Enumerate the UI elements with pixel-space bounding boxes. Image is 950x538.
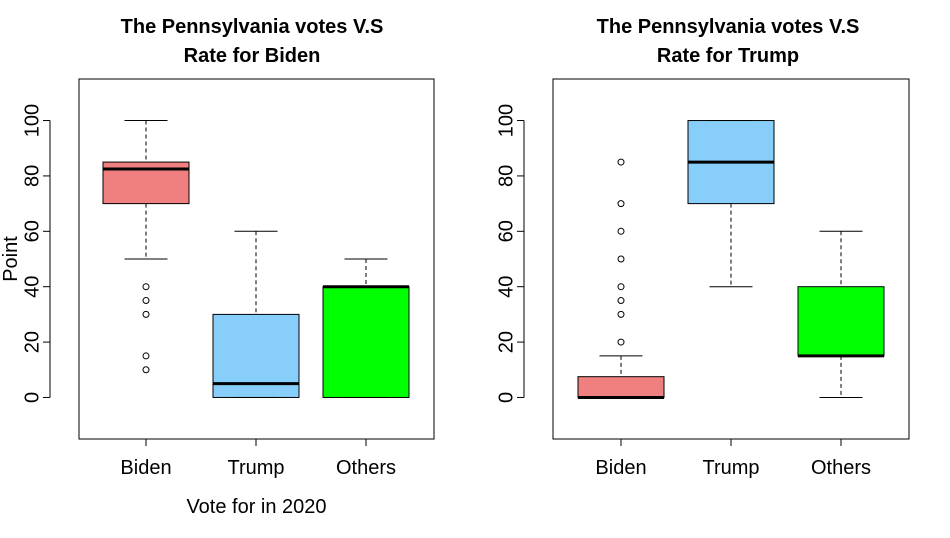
outlier-point <box>617 200 625 208</box>
outlier-point <box>142 283 150 291</box>
y-tick-label: 100 <box>495 104 517 137</box>
outlier-point <box>617 158 625 166</box>
y-tick-label: 20 <box>21 331 43 353</box>
outlier-point <box>617 255 625 263</box>
outlier-point <box>617 297 625 305</box>
box-others <box>797 286 885 357</box>
chart-title-line: Rate for Biden <box>184 45 321 67</box>
x-axis-label: Vote for in 2020 <box>186 496 326 518</box>
chart-title-line: Rate for Trump <box>657 45 799 67</box>
outlier-point <box>617 310 625 318</box>
y-tick-label: 80 <box>495 165 517 187</box>
outlier-point <box>142 310 150 318</box>
box-others <box>322 286 410 398</box>
outlier-point <box>617 338 625 346</box>
y-tick-label: 60 <box>21 220 43 242</box>
y-tick-label: 0 <box>495 392 517 403</box>
outlier-point <box>142 297 150 305</box>
chart-title-line: The Pennsylvania votes V.S <box>121 16 384 38</box>
y-tick-label: 40 <box>21 276 43 298</box>
y-tick-label: 100 <box>21 104 43 137</box>
y-tick-label: 0 <box>21 392 43 403</box>
y-tick-label: 40 <box>495 276 517 298</box>
y-tick-label: 60 <box>495 220 517 242</box>
y-tick-label: 20 <box>495 331 517 353</box>
box-biden <box>577 376 665 398</box>
chart-title-line: The Pennsylvania votes V.S <box>597 16 860 38</box>
x-tick-label: Others <box>811 457 871 479</box>
outlier-point <box>142 366 150 374</box>
x-tick-label: Biden <box>120 457 171 479</box>
x-tick-label: Others <box>336 457 396 479</box>
outlier-point <box>617 227 625 235</box>
outlier-point <box>617 283 625 291</box>
outlier-point <box>142 352 150 360</box>
x-tick-label: Biden <box>595 457 646 479</box>
x-tick-label: Trump <box>702 457 759 479</box>
y-tick-label: 80 <box>21 165 43 187</box>
x-tick-label: Trump <box>227 457 284 479</box>
y-axis-label: Point <box>0 236 22 282</box>
